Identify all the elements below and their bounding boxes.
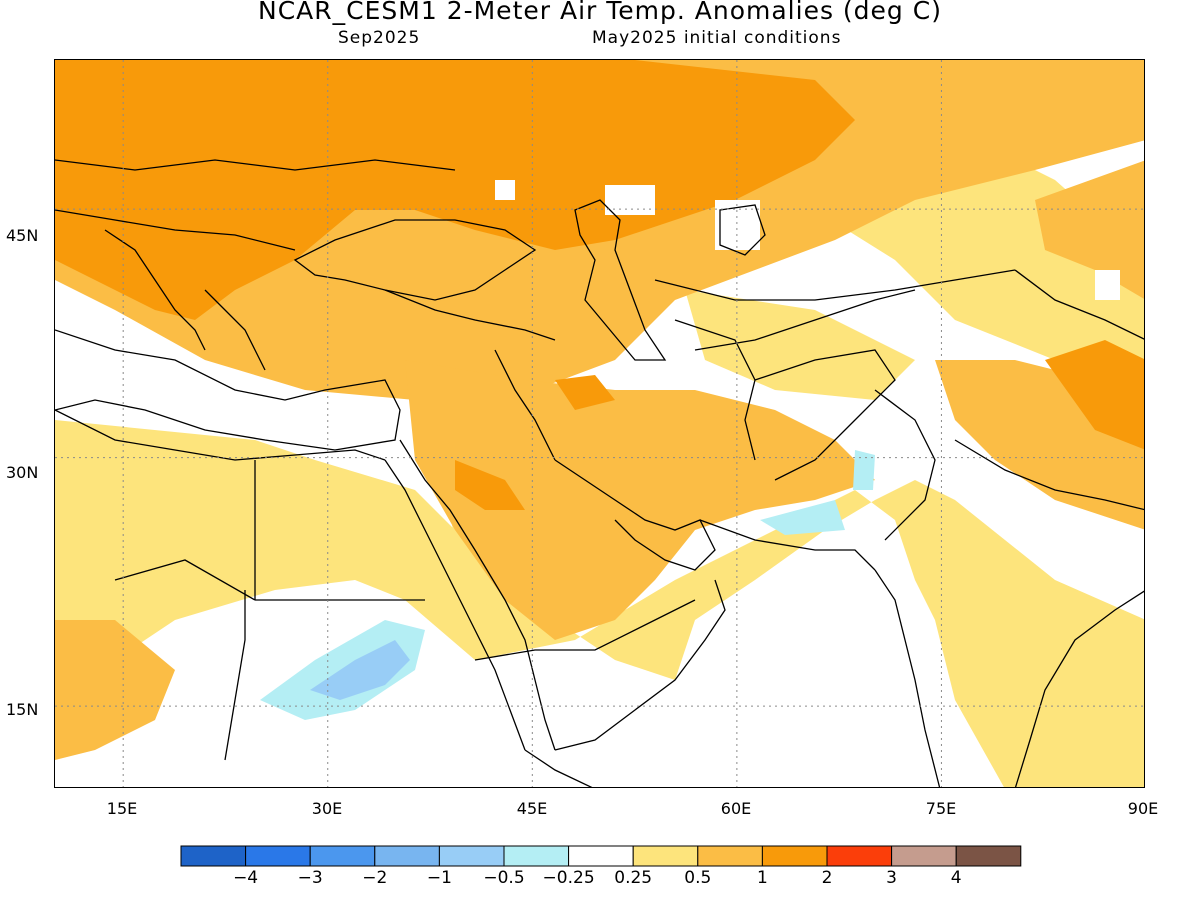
border-india-nepal: [954, 439, 1144, 511]
lon-label-15e: 15E: [106, 799, 138, 818]
coastline-red-sea: [384, 459, 526, 751]
colorbar-swatch: [438, 845, 505, 867]
border-kazakhstan-south: [654, 269, 1016, 301]
anomaly-shading: [55, 60, 1144, 787]
lon-label-90e: 90E: [1127, 799, 1159, 818]
colorbar-swatch: [891, 845, 957, 867]
border-central-asia: [694, 289, 916, 351]
coastlines-and-borders: [55, 159, 1144, 787]
lon-label-45e: 45E: [516, 799, 548, 818]
coastline-greece: [204, 289, 266, 371]
coastline-india-west: [874, 569, 941, 787]
border-china-west: [1014, 269, 1144, 340]
chart-title: NCAR_CESM1 2-Meter Air Temp. Anomalies (…: [258, 0, 942, 25]
coastline-mediterranean: [55, 329, 401, 451]
border-turkey-east: [384, 289, 556, 341]
valid-month-label: Sep2025: [338, 28, 421, 48]
coastline-arabia-west: [399, 439, 556, 751]
gridlines: [55, 60, 1144, 787]
lat-label-30n: 30N: [6, 463, 39, 482]
coastline-arabia-south: [554, 579, 726, 751]
colorbar-swatch: [374, 845, 440, 867]
colorbar-tick-label: −1: [426, 868, 452, 888]
coastline-caspian-sea: [574, 199, 667, 361]
colorbar-swatch: [568, 845, 634, 867]
colorbar-swatch: [826, 845, 893, 867]
colorbar-tick-label: 3: [886, 868, 898, 888]
coastline-india-east: [1014, 590, 1144, 787]
colorbar-tick-label: 1: [756, 868, 768, 888]
colorbar-tick-label: −0.5: [483, 868, 525, 888]
border-europe-2: [55, 209, 296, 251]
border-sudan-chad: [224, 590, 246, 761]
colorbar-tick-label: −0.25: [542, 868, 595, 888]
colorbar-tick-label: −4: [233, 868, 259, 888]
anomaly-region-neg-0.5-1: [310, 640, 410, 700]
colorbar-tick-label: −3: [297, 868, 323, 888]
colorbar-tick-label: 0.5: [684, 868, 712, 888]
coastline-north-africa: [55, 409, 386, 461]
anomaly-region-1-2: [55, 60, 855, 320]
colorbar-tick-label: −2: [362, 868, 388, 888]
map-panel: [54, 59, 1145, 788]
border-europe-1: [55, 159, 456, 171]
colorbar-tick-label: 0.25: [614, 868, 653, 888]
lat-label-45n: 45N: [6, 226, 39, 245]
colorbar-tick-label: 2: [821, 868, 833, 888]
coastline-italy: [104, 229, 206, 351]
coastline-iran-pakistan: [699, 519, 876, 571]
colorbar-swatch: [245, 845, 311, 867]
colorbar-swatch: [955, 845, 1022, 867]
colorbar-swatch: [503, 845, 570, 867]
colorbar: [180, 845, 1022, 867]
border-iran-iraq: [494, 349, 556, 461]
initial-conditions-label: May2025 initial conditions: [592, 28, 842, 48]
border-libya-chad: [114, 559, 256, 601]
colorbar-swatch: [180, 845, 247, 867]
lon-label-60e: 60E: [720, 799, 752, 818]
lon-label-75e: 75E: [925, 799, 957, 818]
colorbar-swatch: [697, 845, 763, 867]
lat-label-15n: 15N: [6, 700, 39, 719]
lon-label-30e: 30E: [311, 799, 343, 818]
border-india-pakistan: [874, 389, 936, 541]
colorbar-tick-label: 4: [950, 868, 962, 888]
border-saudi-yemen: [474, 599, 696, 661]
colorbar-swatch: [309, 845, 376, 867]
coastline-aral-sea: [719, 204, 766, 256]
colorbar-swatch: [632, 845, 699, 867]
coastline-black-sea: [293, 219, 537, 301]
border-afghanistan-pakistan: [754, 349, 896, 481]
coastline-east-africa: [524, 749, 593, 787]
colorbar-swatch: [761, 845, 828, 867]
